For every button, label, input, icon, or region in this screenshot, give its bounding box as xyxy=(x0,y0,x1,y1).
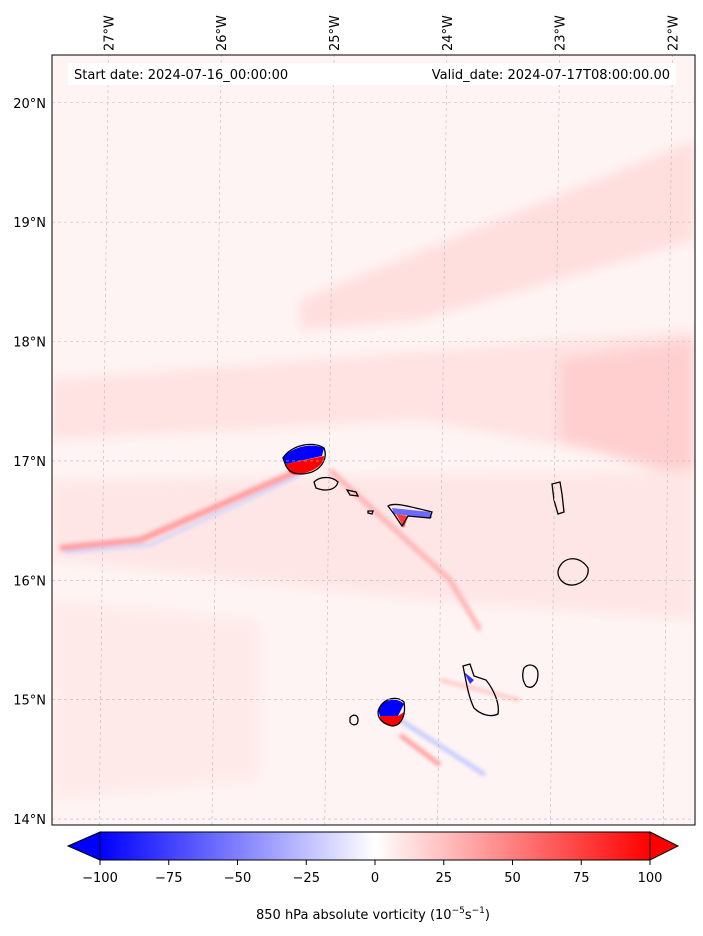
map-frame xyxy=(51,54,696,826)
coast-sao-nicolau xyxy=(387,503,433,528)
colorbar-tick-label: −100 xyxy=(82,871,118,886)
y-tick-label: 15°N xyxy=(13,694,46,709)
vorticity-band-east xyxy=(560,340,695,480)
y-axis-tick-labels: 14°N 15°N 16°N 17°N 18°N 19°N 20°N xyxy=(13,97,46,828)
x-axis-tick-labels: 27°W 26°W 25°W 24°W 23°W 22°W xyxy=(102,15,681,51)
colorbar-tick-label: 50 xyxy=(504,871,521,886)
colorbar-extend-low xyxy=(66,831,101,861)
vorticity-band-west xyxy=(52,600,260,800)
dipole-sal-positive xyxy=(396,514,408,528)
dipole-santo-antao-negative xyxy=(283,445,324,464)
coast-santiago xyxy=(462,663,500,717)
y-tick-label: 18°N xyxy=(13,336,46,351)
x-tick-label: 25°W xyxy=(328,15,343,51)
colorbar-tick-label: 25 xyxy=(435,871,452,886)
gridline-x xyxy=(437,55,448,825)
colorbar-bar xyxy=(99,831,651,861)
colorbar-label-exp2: −1 xyxy=(472,906,485,916)
y-tick-label: 16°N xyxy=(13,574,46,589)
coast-maio xyxy=(522,664,539,688)
coast-boa-vista xyxy=(557,558,589,586)
colorbar-tick-label: −75 xyxy=(155,871,182,886)
map-panel xyxy=(52,55,695,825)
header-box xyxy=(68,63,676,85)
streak-negative-west xyxy=(64,473,301,554)
gridline-x xyxy=(324,55,335,825)
colorbar-label-exp1: −5 xyxy=(452,906,465,916)
dipole-santiago-negative xyxy=(464,672,474,684)
streak-positive-south xyxy=(398,733,442,767)
y-tick-label: 20°N xyxy=(13,97,46,112)
gridline-x xyxy=(211,55,222,825)
x-tick-label: 24°W xyxy=(441,15,456,51)
streak-positive-east xyxy=(439,678,521,702)
dipole-fogo-negative xyxy=(378,699,404,716)
coast-santa-luzia xyxy=(345,489,360,497)
colorbar-tick-label: −25 xyxy=(293,871,320,886)
y-tick-label: 19°N xyxy=(13,216,46,231)
x-tick-label: 23°W xyxy=(554,15,569,51)
gridline-x xyxy=(662,55,673,825)
vorticity-dipoles xyxy=(283,445,474,727)
vorticity-band-north xyxy=(300,140,695,330)
coast-islet xyxy=(367,510,374,515)
streak-negative-south xyxy=(398,718,487,777)
colorbar-extend-high xyxy=(649,831,680,861)
colorbar-tick-label: 100 xyxy=(638,871,663,886)
gridlines xyxy=(52,55,695,825)
y-tick-label: 17°N xyxy=(13,455,46,470)
colorbar-label-mid: s xyxy=(465,908,472,923)
colorbar-label-end: ) xyxy=(485,908,490,923)
start-date-label: Start date: 2024-07-16_00:00:00 xyxy=(74,68,288,83)
dipole-sal-negative xyxy=(392,508,432,518)
dipole-santo-antao-positive xyxy=(286,456,324,475)
coastlines xyxy=(282,443,589,727)
valid-date-label: Valid_date: 2024-07-17T08:00:00.00 xyxy=(432,68,670,83)
colorbar-tick-label: 75 xyxy=(573,871,590,886)
colorbar-tick-label: 0 xyxy=(371,871,379,886)
streak-positive-west xyxy=(59,467,302,551)
y-tick-label: 14°N xyxy=(13,813,46,828)
gridline-x xyxy=(550,55,560,825)
dipole-fogo-positive xyxy=(380,712,404,727)
gridline-x xyxy=(98,55,109,825)
coast-santo-antao xyxy=(282,443,326,475)
coast-sao-vicente xyxy=(313,476,339,491)
colorbar-tick-label: −50 xyxy=(224,871,251,886)
vorticity-field xyxy=(52,140,695,800)
coast-brava xyxy=(349,714,359,726)
colorbar-label: 850 hPa absolute vorticity (10−5s−1) xyxy=(256,906,490,923)
vorticity-band-central xyxy=(52,330,695,470)
colorbar-ticks: −100 −75 −50 −25 0 25 50 75 100 xyxy=(82,860,662,886)
colorbar-label-text: 850 hPa absolute vorticity (10 xyxy=(256,908,452,923)
x-tick-label: 27°W xyxy=(102,15,117,51)
colorbar: −100 −75 −50 −25 0 25 50 75 100 850 hPa absolute… xyxy=(66,831,680,923)
x-tick-label: 26°W xyxy=(215,15,230,51)
x-tick-label: 22°W xyxy=(666,15,681,51)
